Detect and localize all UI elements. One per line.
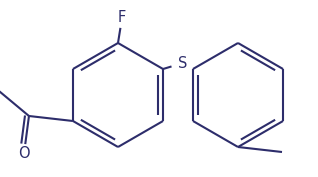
Text: F: F (118, 10, 126, 25)
Text: S: S (178, 56, 188, 70)
Text: O: O (18, 147, 30, 161)
